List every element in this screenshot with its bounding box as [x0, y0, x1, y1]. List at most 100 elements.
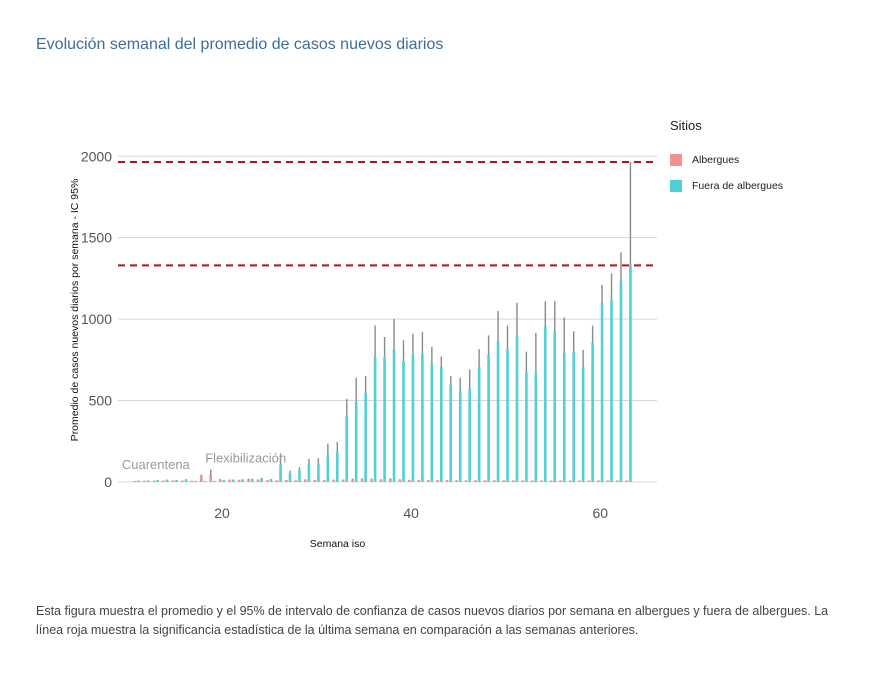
bar-albergues — [426, 480, 430, 482]
bar-albergues — [332, 479, 335, 482]
bar-albergues — [360, 478, 364, 482]
bar-albergues — [143, 480, 146, 482]
y-axis-title: Promedio de casos nuevos diarios por sem… — [69, 179, 81, 442]
bar-fuera-de-albergues — [629, 264, 632, 482]
bar-albergues — [285, 480, 288, 482]
bar-albergues — [209, 474, 213, 482]
bar-fuera-de-albergues — [231, 479, 235, 482]
x-tick-label: 60 — [592, 505, 608, 521]
bar-albergues — [530, 480, 534, 482]
bar-fuera-de-albergues — [260, 478, 263, 482]
bar-albergues — [398, 479, 402, 482]
bar-albergues — [417, 479, 421, 482]
figure-caption: Esta figura muestra el promedio y el 95%… — [36, 604, 829, 637]
bar-albergues — [502, 480, 506, 482]
bar-albergues — [493, 480, 496, 482]
bar-fuera-de-albergues — [146, 480, 150, 482]
legend: Sitios Albergues Fuera de albergues — [670, 118, 783, 199]
bar-albergues — [275, 480, 279, 482]
bar-albergues — [625, 480, 629, 482]
bar-albergues — [597, 480, 600, 482]
bar-fuera-de-albergues — [307, 464, 311, 482]
x-tick-label: 40 — [403, 505, 419, 521]
bar-albergues — [256, 479, 260, 482]
legend-title: Sitios — [670, 118, 702, 133]
bar-albergues — [568, 480, 572, 482]
bar-fuera-de-albergues — [137, 480, 141, 482]
bar-albergues — [181, 480, 184, 482]
bar-albergues — [190, 480, 194, 482]
x-axis-title: Semana iso — [310, 538, 366, 550]
bar-fuera-de-albergues — [288, 473, 292, 482]
bar-fuera-de-albergues — [496, 340, 500, 482]
bar-albergues — [322, 480, 326, 482]
bar-fuera-de-albergues — [222, 480, 226, 482]
bar-albergues — [540, 480, 544, 482]
bar-albergues — [445, 480, 449, 482]
bar-fuera-de-albergues — [421, 353, 424, 482]
annotation-label: Flexibilización — [205, 450, 286, 465]
bar-albergues — [162, 480, 165, 482]
bar-fuera-de-albergues — [345, 415, 349, 482]
bar-albergues — [313, 479, 317, 482]
bar-fuera-de-albergues — [477, 366, 481, 482]
bar-fuera-de-albergues — [534, 372, 538, 482]
bar-albergues — [474, 480, 477, 482]
bar-albergues — [389, 478, 392, 482]
page-title: Evolución semanal del promedio de casos … — [36, 36, 444, 53]
bar-albergues — [521, 480, 525, 482]
bar-fuera-de-albergues — [525, 372, 528, 482]
bar-albergues — [512, 480, 515, 482]
bar-fuera-de-albergues — [298, 470, 301, 482]
bar-albergues — [341, 479, 345, 482]
bar-fuera-de-albergues — [591, 342, 594, 482]
bar-fuera-de-albergues — [165, 479, 169, 482]
bar-albergues — [483, 480, 487, 482]
bar-albergues — [370, 479, 373, 482]
bar-fuera-de-albergues — [600, 302, 604, 482]
weekly-cases-chart: 0 500 1000 1500 2000 20 40 60 Cuarentena Flexibil… — [69, 148, 657, 550]
bar-albergues — [237, 479, 241, 482]
bar-albergues — [436, 480, 440, 482]
bar-albergues — [304, 479, 307, 482]
bar-albergues — [587, 480, 591, 482]
bar-fuera-de-albergues — [203, 480, 207, 482]
bar-fuera-de-albergues — [610, 300, 613, 482]
bar-fuera-de-albergues — [572, 351, 575, 482]
bar-fuera-de-albergues — [241, 479, 245, 482]
bar-fuera-de-albergues — [506, 349, 509, 482]
bar-fuera-de-albergues — [449, 384, 453, 482]
bar-fuera-de-albergues — [430, 363, 434, 482]
bar-fuera-de-albergues — [487, 354, 490, 482]
bar-fuera-de-albergues — [515, 335, 519, 482]
bar-albergues — [228, 479, 231, 482]
legend-swatch-fuera — [670, 180, 682, 192]
bar-albergues — [379, 479, 383, 482]
legend-label: Albergues — [692, 154, 740, 166]
bar-fuera-de-albergues — [402, 361, 405, 482]
bar-fuera-de-albergues — [279, 464, 282, 482]
bar-fuera-de-albergues — [184, 479, 188, 482]
bar-albergues — [133, 480, 137, 482]
bar-albergues — [606, 480, 610, 482]
bar-fuera-de-albergues — [335, 452, 339, 482]
bar-albergues — [171, 480, 175, 482]
bar-fuera-de-albergues — [364, 392, 367, 482]
legend-item-fuera-de-albergues[interactable]: Fuera de albergues — [670, 173, 783, 199]
bar-fuera-de-albergues — [619, 280, 623, 482]
bar-fuera-de-albergues — [326, 454, 330, 482]
bar-albergues — [218, 479, 222, 482]
bar-fuera-de-albergues — [354, 401, 358, 482]
bar-fuera-de-albergues — [458, 391, 462, 482]
legend-item-albergues[interactable]: Albergues — [670, 147, 783, 173]
bar-albergues — [266, 480, 269, 482]
bar-albergues — [559, 480, 562, 482]
bar-fuera-de-albergues — [213, 480, 216, 482]
y-tick-label: 500 — [89, 392, 113, 408]
bar-fuera-de-albergues — [411, 353, 415, 482]
bar-albergues — [464, 480, 468, 482]
bar-albergues — [578, 480, 581, 482]
bar-fuera-de-albergues — [440, 366, 443, 482]
bar-fuera-de-albergues — [175, 479, 178, 482]
annotation-label: Cuarentena — [122, 457, 191, 472]
